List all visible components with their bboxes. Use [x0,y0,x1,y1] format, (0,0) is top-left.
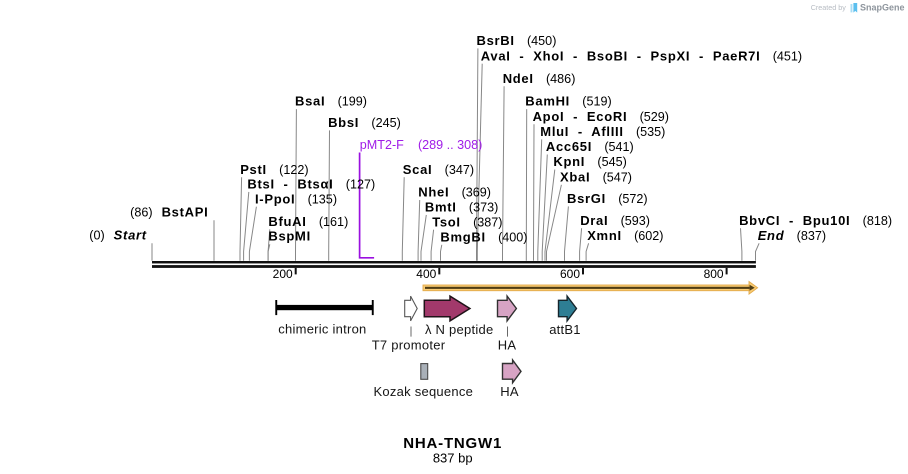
svg-text:I-PpoI(135): I-PpoI (135) [255,191,337,206]
svg-text:BbvCI - Bpu10I(818): BbvCI - Bpu10I (818) [739,213,892,228]
svg-text:Created by: Created by [811,3,847,12]
svg-text:(0)Start: (0) Start [89,228,147,243]
svg-text:(86)BstAPI: (86) BstAPI [130,205,208,220]
svg-text:SnapGene: SnapGene [860,3,905,13]
svg-text:BbsI(245): BbsI (245) [328,115,401,130]
svg-text:Kozak sequence: Kozak sequence [373,384,473,399]
svg-text:HA: HA [500,384,519,399]
svg-text:BtsI - BtsαI(127): BtsI - BtsαI (127) [247,177,375,192]
svg-text:Acc65I(541): Acc65I (541) [546,139,634,154]
svg-text:attB1: attB1 [549,322,581,337]
svg-text:400: 400 [416,267,436,281]
svg-text:chimeric intron: chimeric intron [278,322,366,337]
svg-text:600: 600 [560,267,580,281]
svg-text:ApoI - EcoRI(529): ApoI - EcoRI (529) [533,109,669,124]
svg-text:T7 promoter: T7 promoter [372,338,446,353]
svg-text:BamHI(519): BamHI (519) [525,94,611,109]
svg-text:BspMI: BspMI [268,229,311,244]
svg-text:837 bp: 837 bp [433,451,473,466]
svg-text:800: 800 [704,267,724,281]
svg-text:MluI - AflIII(535): MluI - AflIII (535) [540,124,665,139]
svg-text:pMT2-F(289 .. 308): pMT2-F (289 .. 308) [360,138,483,152]
svg-text:BmgBI(400): BmgBI (400) [440,229,527,244]
svg-text:NHA-TNGW1: NHA-TNGW1 [403,435,502,452]
svg-text:HA: HA [498,338,517,353]
svg-text:200: 200 [273,267,293,281]
svg-text:AvaI - XhoI - BsoBI - PspXI -: AvaI - XhoI - BsoBI - PspXI - PaeR7I (451… [481,48,802,63]
svg-text:λ N peptide: λ N peptide [425,322,494,337]
